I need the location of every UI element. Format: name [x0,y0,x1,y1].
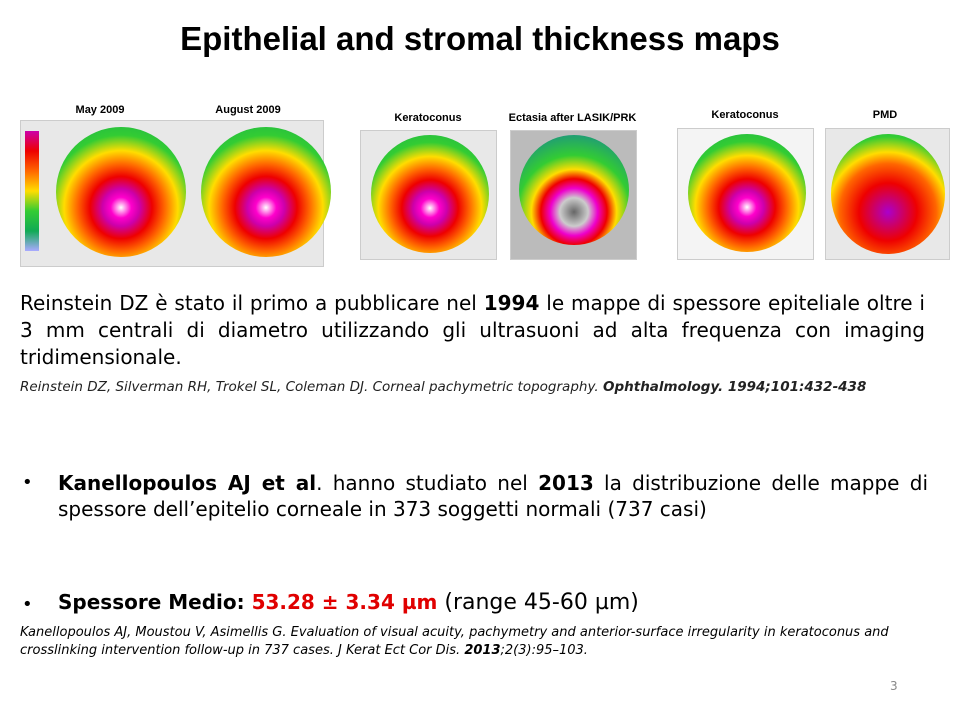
figure-label: August 2009 [215,104,281,116]
figure-label: Keratoconus [711,109,779,121]
page-number: 3 [890,679,898,693]
text: Kanellopoulos AJ et al [58,471,317,495]
map-image [825,128,950,260]
text: . hanno studiato nel [316,471,539,495]
text: Ophthalmology. 1994;101:432-438 [602,379,867,395]
map-image [360,130,497,260]
paragraph: Reinstein DZ è stato il primo a pubblica… [20,290,925,371]
map-image [510,130,637,260]
bullet-text: Spessore Medio: 53.28 ± 3.34 µm (range 4… [58,590,639,615]
text: 53.28 ± 3.34 µm [244,590,438,614]
text: 1994 [483,291,540,315]
text: Spessore Medio: [58,590,245,614]
figure-label: PMD [872,109,898,121]
citation: Reinstein DZ, Silverman RH, Trokel SL, C… [20,378,920,396]
text: 2013 [464,643,501,658]
text: Kanellopoulos AJ, Moustou V, Asimellis G… [20,625,889,658]
figure-label: Ectasia after LASIK/PRK [508,112,637,124]
text: 2013 [538,471,594,495]
map-image [20,120,331,267]
text: ;2(3):95–103. [500,643,588,658]
text: le mappe di spessore epiteliale oltre i … [20,291,925,369]
text: Reinstein DZ, Silverman RH, Trokel SL, C… [20,379,603,395]
title: Epithelial and stromal thickness maps [180,20,780,57]
map-image [677,128,814,260]
figure-label: May 2009 [75,104,125,116]
text: Reinstein DZ è stato il primo a pubblica… [20,291,484,315]
text: la distribuzione delle mappe di spessore… [58,471,928,521]
figure-label: Keratoconus [394,112,462,124]
text: (range 45-60 µm) [437,590,639,615]
bullet: • [22,472,33,493]
bullet: • [22,594,33,615]
bullet-text: Kanellopoulos AJ et al. hanno studiato n… [58,470,928,522]
citation: Kanellopoulos AJ, Moustou V, Asimellis G… [20,624,940,660]
